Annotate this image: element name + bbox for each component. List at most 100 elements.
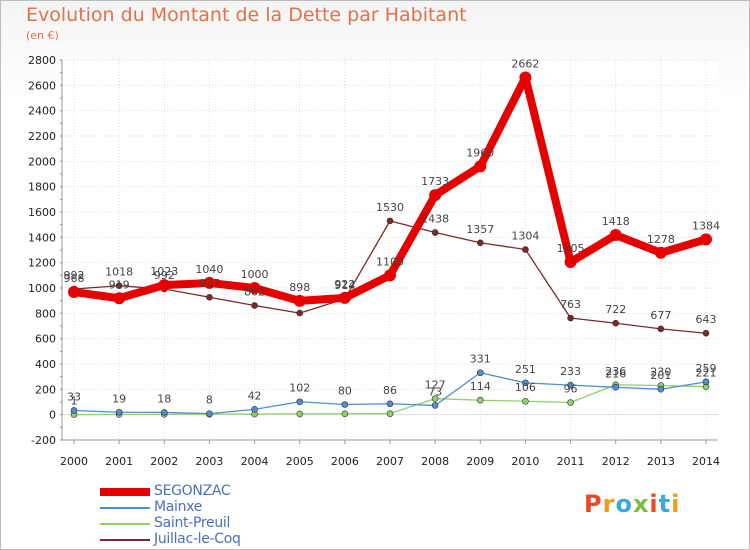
data-point — [474, 160, 487, 173]
data-point — [567, 381, 574, 389]
data-label: 927 — [199, 277, 220, 290]
data-point — [206, 293, 213, 301]
y-tick-label: 2600 — [28, 79, 56, 92]
x-tick-label: 2006 — [331, 455, 359, 468]
legend-label: SEGONZAC — [154, 483, 231, 499]
data-point — [657, 385, 665, 393]
data-point — [702, 329, 710, 337]
data-point — [431, 229, 439, 236]
data-point — [654, 246, 667, 259]
data-point — [68, 286, 80, 299]
data-point — [476, 396, 484, 404]
data-label: 19 — [112, 392, 126, 405]
logo-letter: i — [649, 490, 659, 518]
data-label: 763 — [560, 298, 581, 311]
data-point — [160, 409, 168, 416]
y-tick-label: 1800 — [28, 181, 56, 194]
data-label: 251 — [515, 363, 536, 376]
data-point — [429, 189, 442, 202]
grid — [62, 59, 718, 441]
data-point — [567, 399, 574, 406]
data-point — [431, 395, 439, 402]
data-point — [386, 410, 394, 417]
data-label: 236 — [605, 365, 626, 378]
y-tick-label: 0 — [49, 409, 56, 422]
y-tick-label: 2800 — [28, 54, 56, 67]
legend-swatch — [100, 539, 150, 541]
x-tick-label: 2008 — [421, 455, 449, 468]
legend-item: Saint-Preuil — [100, 515, 320, 532]
data-label: 1733 — [421, 175, 449, 188]
data-label: 1304 — [511, 229, 539, 242]
x-tick-label: 2013 — [647, 455, 675, 468]
data-label: 1384 — [692, 219, 720, 232]
legend-label: Saint-Preuil — [154, 515, 231, 531]
data-label: 1278 — [647, 233, 675, 246]
data-label: 221 — [696, 367, 717, 380]
data-point — [476, 369, 484, 377]
data-point — [158, 279, 171, 292]
data-point — [700, 233, 712, 246]
data-label: 1418 — [602, 215, 630, 228]
data-label: 8 — [206, 394, 213, 407]
y-tick-label: 600 — [35, 333, 56, 346]
data-point — [251, 302, 258, 309]
data-label: 1023 — [150, 265, 178, 278]
x-tick-label: 2005 — [286, 455, 314, 468]
data-label: 106 — [515, 381, 536, 394]
logo-letter: t — [658, 490, 672, 518]
data-label: 643 — [696, 313, 717, 326]
proxiti-logo: Proxiti — [584, 490, 680, 518]
data-label: 1000 — [241, 268, 269, 281]
data-label: 331 — [470, 353, 491, 366]
data-label: 18 — [157, 392, 171, 405]
data-label: 1438 — [421, 213, 449, 226]
data-label: 33 — [67, 390, 81, 403]
y-tick-label: 1000 — [28, 282, 56, 295]
x-tick-label: 2009 — [466, 455, 494, 468]
data-label: 968 — [64, 272, 85, 285]
data-point — [612, 319, 620, 327]
logo-letter: i — [671, 490, 681, 518]
data-label: 677 — [650, 309, 671, 322]
data-label: 86 — [383, 384, 397, 397]
y-tick-label: 2200 — [28, 130, 56, 143]
data-label: 1018 — [105, 266, 133, 279]
data-label: 1357 — [466, 223, 494, 236]
legend-item: Mainxe — [100, 499, 320, 516]
data-point — [386, 217, 394, 225]
data-label: 1530 — [376, 201, 404, 214]
data-label: 1 — [71, 395, 78, 408]
data-point — [522, 246, 529, 253]
logo-letter: r — [602, 490, 616, 518]
data-point — [519, 71, 532, 84]
x-tick-label: 2004 — [241, 455, 269, 468]
legend-item: Juillac-le-Coq — [100, 531, 320, 548]
legend-swatch — [100, 488, 150, 496]
x-tick-label: 2007 — [376, 455, 404, 468]
data-label: 42 — [248, 389, 262, 402]
data-label: 914 — [334, 279, 355, 292]
data-point — [70, 407, 78, 414]
data-label: 992 — [64, 269, 85, 282]
logo-letter: x — [632, 490, 650, 518]
legend-swatch — [100, 507, 150, 509]
data-label: 114 — [470, 380, 491, 393]
data-label: 1040 — [195, 263, 223, 276]
data-point — [522, 379, 529, 387]
data-point — [386, 400, 394, 408]
data-point — [206, 410, 213, 417]
logo-letter: P — [584, 490, 603, 518]
y-tick-label: 1400 — [28, 231, 56, 244]
data-label: 80 — [338, 385, 352, 398]
data-point — [522, 397, 529, 405]
y-tick-label: 1600 — [28, 206, 56, 219]
data-label: 862 — [244, 285, 265, 298]
chart-unit-label: (en €) — [26, 29, 59, 42]
data-label: 102 — [289, 382, 310, 395]
x-tick-label: 2011 — [557, 455, 585, 468]
legend-item: SEGONZAC — [100, 483, 320, 500]
data-point — [341, 401, 349, 408]
data-point — [609, 229, 622, 242]
